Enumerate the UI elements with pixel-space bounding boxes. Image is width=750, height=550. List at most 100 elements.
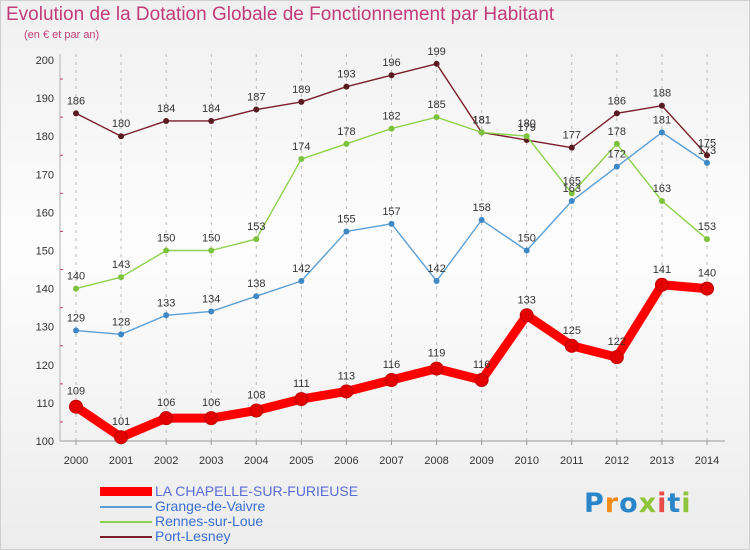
- data-point-la-chapelle-sur-furieuse: [700, 281, 714, 296]
- data-label-la-chapelle-sur-furieuse: 101: [112, 416, 130, 428]
- data-label-la-chapelle-sur-furieuse: 111: [293, 378, 310, 390]
- x-tick-label: 2002: [154, 455, 178, 467]
- data-label-grange-de-vaivre: 163: [563, 183, 581, 195]
- data-point-la-chapelle-sur-furieuse: [654, 277, 669, 292]
- data-label-grange-de-vaivre: 134: [202, 293, 220, 305]
- data-point-port-lesney: [568, 144, 575, 151]
- data-point-la-chapelle-sur-furieuse: [564, 338, 579, 353]
- data-label-grange-de-vaivre: 173: [698, 145, 716, 157]
- data-point-grange-de-vaivre: [343, 228, 350, 235]
- data-point-port-lesney: [388, 72, 395, 79]
- data-label-rennes-sur-loue: 150: [202, 233, 220, 245]
- x-tick-label: 2011: [560, 455, 584, 467]
- data-point-la-chapelle-sur-furieuse: [294, 392, 309, 407]
- x-tick-label: 2000: [64, 455, 88, 467]
- legend-label: Grange-de-Vaivre: [155, 498, 266, 514]
- y-tick-label: 180: [36, 131, 54, 143]
- data-label-grange-de-vaivre: 150: [518, 233, 536, 245]
- data-point-la-chapelle-sur-furieuse: [384, 373, 399, 388]
- data-label-grange-de-vaivre: 172: [608, 149, 626, 161]
- data-label-la-chapelle-sur-furieuse: 140: [698, 268, 716, 280]
- data-point-port-lesney: [118, 133, 125, 140]
- data-label-rennes-sur-loue: 153: [698, 221, 716, 233]
- y-tick-label: 110: [36, 398, 54, 410]
- data-label-port-lesney: 184: [157, 103, 175, 115]
- data-label-rennes-sur-loue: 143: [112, 259, 130, 271]
- data-point-port-lesney: [433, 60, 440, 67]
- data-point-rennes-sur-loue: [253, 236, 260, 243]
- data-point-port-lesney: [73, 110, 79, 117]
- data-label-rennes-sur-loue: 180: [518, 118, 536, 130]
- data-label-rennes-sur-loue: 165: [563, 175, 581, 187]
- data-point-rennes-sur-loue: [433, 114, 440, 121]
- data-point-la-chapelle-sur-furieuse: [204, 411, 219, 426]
- y-tick-label: 200: [36, 55, 54, 67]
- data-label-port-lesney: 196: [382, 57, 400, 69]
- data-point-la-chapelle-sur-furieuse: [339, 384, 354, 399]
- data-point-rennes-sur-loue: [478, 129, 485, 136]
- y-tick-label: 130: [36, 322, 54, 334]
- data-label-la-chapelle-sur-furieuse: 106: [157, 397, 175, 409]
- data-label-grange-de-vaivre: 128: [112, 316, 130, 328]
- data-label-grange-de-vaivre: 138: [247, 278, 265, 290]
- data-point-grange-de-vaivre: [658, 129, 665, 136]
- data-point-grange-de-vaivre: [568, 197, 575, 204]
- data-point-rennes-sur-loue: [568, 190, 575, 197]
- data-label-grange-de-vaivre: 129: [67, 313, 85, 325]
- data-label-port-lesney: 193: [337, 69, 355, 81]
- x-tick-label: 2014: [695, 455, 719, 467]
- data-point-rennes-sur-loue: [118, 274, 125, 281]
- data-label-grange-de-vaivre: 142: [292, 263, 310, 275]
- data-point-rennes-sur-loue: [704, 236, 710, 243]
- data-point-la-chapelle-sur-furieuse: [69, 399, 83, 414]
- data-label-port-lesney: 199: [427, 46, 445, 58]
- data-point-grange-de-vaivre: [613, 163, 620, 170]
- data-label-grange-de-vaivre: 158: [472, 202, 490, 214]
- data-point-grange-de-vaivre: [433, 277, 440, 284]
- x-tick-label: 2007: [379, 455, 403, 467]
- data-point-grange-de-vaivre: [298, 277, 305, 284]
- data-label-la-chapelle-sur-furieuse: 122: [608, 336, 626, 348]
- data-point-port-lesney: [298, 98, 305, 105]
- y-tick-label: 100: [36, 436, 54, 448]
- data-point-grange-de-vaivre: [208, 308, 215, 315]
- data-label-la-chapelle-sur-furieuse: 109: [67, 386, 85, 398]
- data-point-rennes-sur-loue: [163, 247, 170, 254]
- data-label-port-lesney: 179: [518, 122, 536, 134]
- data-label-la-chapelle-sur-furieuse: 106: [202, 397, 220, 409]
- data-point-port-lesney: [704, 152, 710, 159]
- data-point-port-lesney: [613, 110, 620, 117]
- data-label-rennes-sur-loue: 150: [157, 233, 175, 245]
- data-label-rennes-sur-loue: 140: [67, 271, 85, 283]
- data-label-grange-de-vaivre: 142: [427, 263, 445, 275]
- y-tick-label: 170: [36, 169, 54, 181]
- chart-title: Evolution de la Dotation Globale de Fonc…: [6, 4, 555, 25]
- data-label-port-lesney: 181: [472, 114, 490, 126]
- data-point-grange-de-vaivre: [253, 293, 260, 300]
- data-point-la-chapelle-sur-furieuse: [159, 411, 174, 426]
- data-label-la-chapelle-sur-furieuse: 113: [338, 370, 356, 382]
- data-label-la-chapelle-sur-furieuse: 125: [563, 325, 581, 337]
- legend-label: Port-Lesney: [155, 528, 231, 544]
- legend-label: Rennes-sur-Loue: [155, 513, 264, 529]
- data-point-la-chapelle-sur-furieuse: [474, 373, 489, 388]
- chart-subtitle: (en € et par an): [24, 29, 100, 41]
- data-label-grange-de-vaivre: 181: [653, 114, 671, 126]
- y-tick-label: 150: [36, 246, 54, 258]
- data-label-port-lesney: 180: [112, 118, 130, 130]
- legend-swatch: [100, 536, 152, 538]
- data-point-port-lesney: [253, 106, 260, 113]
- data-label-la-chapelle-sur-furieuse: 133: [518, 294, 536, 306]
- legend-swatch: [100, 487, 152, 496]
- data-label-rennes-sur-loue: 163: [653, 183, 671, 195]
- data-point-grange-de-vaivre: [73, 327, 79, 334]
- data-label-port-lesney: 186: [608, 95, 626, 107]
- data-point-la-chapelle-sur-furieuse: [249, 403, 264, 418]
- data-point-rennes-sur-loue: [613, 140, 620, 147]
- data-label-rennes-sur-loue: 185: [427, 99, 445, 111]
- data-point-grange-de-vaivre: [163, 312, 170, 319]
- data-label-rennes-sur-loue: 178: [608, 126, 626, 138]
- data-label-la-chapelle-sur-furieuse: 116: [383, 359, 401, 371]
- y-tick-label: 190: [36, 93, 54, 105]
- x-tick-label: 2001: [109, 455, 133, 467]
